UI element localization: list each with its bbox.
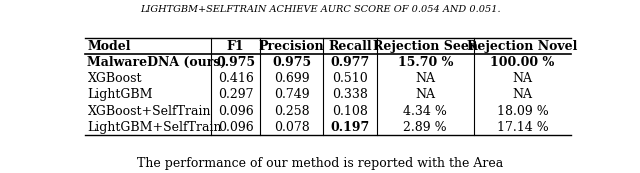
Text: 17.14 %: 17.14 %	[497, 121, 548, 134]
Text: XGBoost: XGBoost	[88, 72, 142, 85]
Text: LightGBM: LightGBM	[88, 88, 153, 101]
Text: NA: NA	[415, 88, 435, 101]
Text: MalwareDNA (ours): MalwareDNA (ours)	[88, 56, 227, 69]
Text: 0.338: 0.338	[332, 88, 368, 101]
Text: 0.297: 0.297	[218, 88, 253, 101]
Text: F1: F1	[227, 40, 244, 53]
Text: 0.078: 0.078	[274, 121, 309, 134]
Text: NA: NA	[415, 72, 435, 85]
Text: 0.749: 0.749	[274, 88, 309, 101]
Text: 0.197: 0.197	[330, 121, 369, 134]
Text: Rejection Seen: Rejection Seen	[372, 40, 477, 53]
Text: 2.89 %: 2.89 %	[403, 121, 447, 134]
Text: Rejection Novel: Rejection Novel	[467, 40, 578, 53]
Text: 100.00 %: 100.00 %	[490, 56, 554, 69]
Text: 0.510: 0.510	[332, 72, 368, 85]
Text: 0.258: 0.258	[274, 104, 309, 117]
Text: 15.70 %: 15.70 %	[397, 56, 453, 69]
Text: 4.34 %: 4.34 %	[403, 104, 447, 117]
Text: 18.09 %: 18.09 %	[497, 104, 548, 117]
Text: XGBoost+SelfTrain: XGBoost+SelfTrain	[88, 104, 211, 117]
Text: LightGBM+SelfTrain: LightGBM+SelfTrain	[88, 121, 222, 134]
Text: The performance of our method is reported with the Area: The performance of our method is reporte…	[137, 157, 503, 170]
Text: 0.096: 0.096	[218, 104, 253, 117]
Text: Model: Model	[88, 40, 131, 53]
Text: 0.975: 0.975	[272, 56, 311, 69]
Text: Precision: Precision	[259, 40, 324, 53]
Text: 0.108: 0.108	[332, 104, 368, 117]
Text: NA: NA	[513, 72, 532, 85]
Text: LIGHTGBM+SELFTRAIN ACHIEVE AURC SCORE OF 0.054 AND 0.051.: LIGHTGBM+SELFTRAIN ACHIEVE AURC SCORE OF…	[140, 5, 500, 14]
Text: 0.699: 0.699	[274, 72, 309, 85]
Text: 0.977: 0.977	[330, 56, 369, 69]
Text: Recall: Recall	[328, 40, 372, 53]
Text: 0.096: 0.096	[218, 121, 253, 134]
Text: NA: NA	[513, 88, 532, 101]
Text: 0.975: 0.975	[216, 56, 255, 69]
Text: 0.416: 0.416	[218, 72, 253, 85]
